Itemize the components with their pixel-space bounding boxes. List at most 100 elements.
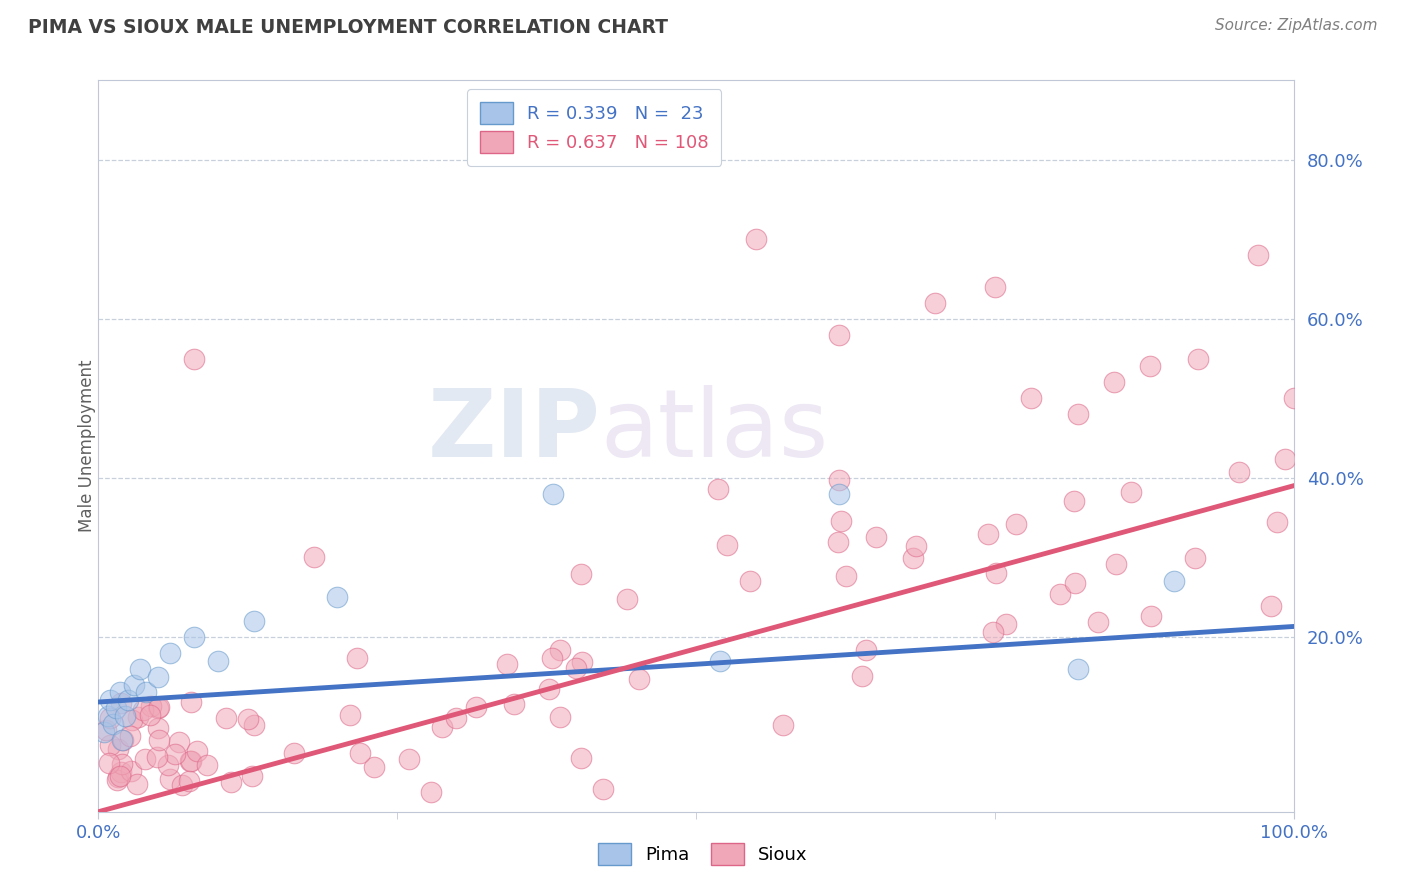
Point [569,566,592,581]
Point [541,486,564,500]
Point [903,551,925,566]
Point [1265,515,1288,529]
Point [464,700,486,714]
Point [503,697,526,711]
Point [1247,248,1270,262]
Point [107,770,129,784]
Point [167,735,190,749]
Point [283,747,305,761]
Point [707,482,730,496]
Point [1105,557,1128,571]
Point [127,777,149,791]
Point [135,685,157,699]
Point [111,733,134,747]
Point [139,708,162,723]
Point [97,709,120,723]
Point [180,754,202,768]
Point [134,752,156,766]
Point [430,720,453,734]
Point [1063,494,1085,508]
Point [537,681,560,696]
Point [96,723,118,737]
Point [904,539,927,553]
Point [112,733,135,747]
Point [108,685,131,699]
Point [114,709,136,723]
Point [141,698,163,713]
Point [117,693,139,707]
Point [745,232,768,246]
Point [302,550,325,565]
Point [994,616,1017,631]
Point [148,669,170,683]
Legend: R = 0.339   N =  23, R = 0.637   N = 108: R = 0.339 N = 23, R = 0.637 N = 108 [467,89,721,166]
Point [1019,392,1042,406]
Point [420,785,443,799]
Point [146,721,169,735]
Text: Source: ZipAtlas.com: Source: ZipAtlas.com [1215,18,1378,33]
Point [1049,587,1071,601]
Point [159,772,181,787]
Point [97,756,120,771]
Point [108,768,131,782]
Point [363,760,385,774]
Point [127,710,149,724]
Point [977,527,1000,541]
Point [496,657,519,671]
Point [349,746,371,760]
Point [107,742,129,756]
Point [105,773,128,788]
Point [1067,407,1090,421]
Point [219,775,242,789]
Point [159,646,181,660]
Point [924,296,946,310]
Point [1227,466,1250,480]
Point [398,752,420,766]
Point [183,630,205,644]
Point [1187,351,1209,366]
Point [1119,485,1142,500]
Point [1184,550,1206,565]
Point [121,713,143,727]
Point [207,654,229,668]
Point [835,569,858,583]
Point [170,778,193,792]
Point [1140,609,1163,624]
Text: atlas: atlas [600,385,828,477]
Text: ZIP: ZIP [427,385,600,477]
Point [828,473,851,487]
Point [146,749,169,764]
Point [148,700,170,714]
Point [855,643,877,657]
Point [238,712,260,726]
Point [851,669,873,683]
Point [148,701,170,715]
Point [592,781,614,796]
Point [180,695,202,709]
Point [865,530,887,544]
Point [571,655,593,669]
Point [1282,392,1305,406]
Point [186,744,208,758]
Point [98,693,122,707]
Text: PIMA VS SIOUX MALE UNEMPLOYMENT CORRELATION CHART: PIMA VS SIOUX MALE UNEMPLOYMENT CORRELAT… [28,18,668,37]
Point [101,717,124,731]
Point [110,696,132,710]
Point [1139,359,1161,374]
Point [1260,599,1282,614]
Point [240,769,263,783]
Point [326,590,349,604]
Point [548,642,571,657]
Point [569,750,592,764]
Point [1067,662,1090,676]
Point [1005,516,1028,531]
Point [1274,452,1296,467]
Point [828,486,851,500]
Point [195,758,218,772]
Point [163,747,186,761]
Point [716,538,738,552]
Point [827,535,849,549]
Point [129,662,152,676]
Point [156,758,179,772]
Point [772,717,794,731]
